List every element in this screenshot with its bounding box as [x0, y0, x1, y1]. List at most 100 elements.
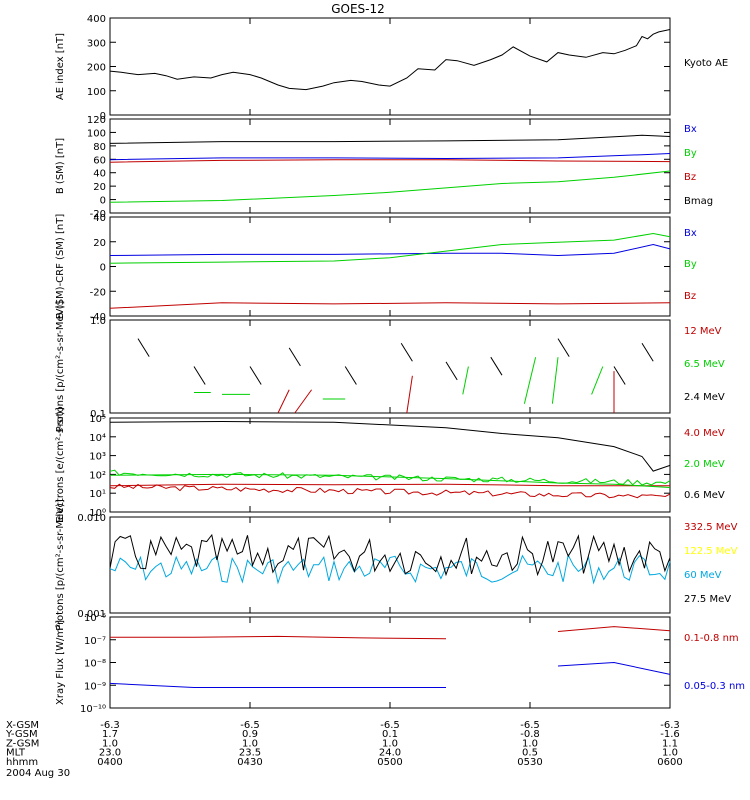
plot-frame [109, 417, 671, 513]
y-tick-label: 10⁰ [89, 508, 106, 519]
legend-4-0-mev: 4.0 MeV [684, 428, 725, 439]
electron-trace-red [109, 483, 671, 499]
y-tick-label: 10⁴ [89, 433, 106, 444]
ephemeris-value: 0.9 [242, 729, 258, 740]
y-tick-label: 300 [87, 38, 106, 49]
ephemeris-value: -1.6 [660, 729, 680, 740]
series-line-0-6-mev [109, 420, 671, 472]
ephemeris-label-x-gsm: X-GSM [6, 720, 39, 731]
proton-trace [344, 366, 357, 385]
panel-1: 0 100 200 300 400 AE index [nT] Kyoto AE [55, 14, 728, 122]
panel-3: -40 -20 0 20 40 B (SM)-CRF (SM) [nT] Bx By Bz [55, 213, 697, 323]
ephemeris-value: -0.8 [520, 729, 540, 740]
ephemeris-value: 1.0 [382, 738, 398, 749]
ephemeris-value: -6.3 [100, 720, 120, 731]
y-tick-label: 40 [93, 213, 106, 224]
ephemeris-value: 23.5 [239, 748, 261, 759]
y-tick-label: 10⁻⁹ [84, 681, 106, 692]
legend-by: By [684, 148, 697, 159]
proton-trace [490, 356, 503, 376]
series-line-4-0-mev [109, 483, 670, 487]
series-line-bx [109, 243, 671, 257]
proton-trace [294, 389, 313, 414]
legend-by: By [684, 259, 697, 270]
proton-trace [613, 366, 626, 385]
y-tick-label: 20 [93, 238, 106, 249]
series-line-0-1-0-8-nm [110, 626, 671, 640]
y-tick-label: 0.1 [90, 409, 106, 420]
legend-bx: Bx [684, 124, 697, 135]
proton-trace [249, 366, 262, 385]
y-tick-label: 400 [87, 14, 106, 25]
legend-2-0-mev: 2.0 MeV [684, 459, 725, 470]
y-tick-label: 0 [100, 196, 106, 207]
legend-27-5-mev: 27.5 MeV [684, 594, 731, 605]
ephemeris-value: -6.5 [520, 720, 540, 731]
legend-12-mev: 12 MeV [684, 326, 722, 337]
electron-trace-green [109, 469, 671, 486]
y-axis-label: B (SM)-CRF (SM) [nT] [55, 214, 66, 320]
legend-6-5-mev: 6.5 MeV [684, 359, 725, 370]
series-line-bz [109, 159, 671, 163]
y-tick-label: 40 [93, 169, 106, 180]
legend-332-5-mev: 332.5 MeV [684, 522, 738, 533]
ephemeris-value: -6.5 [380, 720, 400, 731]
y-tick-label: 20 [93, 182, 106, 193]
y-tick-label: 60 [93, 155, 106, 166]
ephemeris-label-y-gsm: Y-GSM [5, 729, 38, 740]
y-tick-label: 10⁵ [89, 414, 106, 425]
ephemeris-value: 0530 [517, 757, 542, 768]
ephemeris-value: 1.1 [662, 738, 678, 749]
y-tick-label: 10¹ [89, 489, 106, 500]
ephemeris-value: 1.0 [102, 738, 118, 749]
legend-0-1-0-8-nm: 0.1-0.8 nm [684, 633, 739, 644]
legend-bx: Bx [684, 228, 697, 239]
ephemeris-label-mlt: MLT [6, 748, 26, 759]
proton-trace [557, 338, 570, 357]
y-tick-label: -20 [90, 209, 106, 220]
y-tick-label: 120 [87, 115, 106, 126]
ephemeris-value: 0430 [237, 757, 262, 768]
y-tick-label: 0.001 [77, 609, 106, 620]
ephemeris-label-z-gsm: Z-GSM [6, 738, 39, 749]
ephemeris-label-hhmm: hhmm [6, 757, 38, 768]
y-tick-label: 10² [89, 470, 106, 481]
y-axis-label: AE index [nT] [55, 33, 66, 100]
ephemeris-value: 23.0 [99, 748, 121, 759]
proton-trace [462, 366, 469, 395]
series-line-bz [109, 302, 671, 309]
proton-trace [137, 338, 150, 357]
panel-7: 10⁻¹⁰ 10⁻⁹ 10⁻⁸ 10⁻⁷ 10⁻⁶ Xray Flux [W/m²] 0.1… [55, 613, 745, 715]
legend-bz: Bz [684, 172, 696, 183]
panel-5: 10⁰ 10¹ 10² 10³ 10⁴ 10⁵ Electrons [e/(cm²-s-sr… [55, 407, 725, 523]
y-tick-label: 10⁻⁸ [84, 659, 106, 670]
proton-trace-cyan [109, 553, 671, 585]
y-axis-label: Protons [p/(cm²-s-sr-MeV)] [55, 499, 66, 631]
y-tick-label: 10⁻⁷ [84, 636, 106, 647]
ephemeris-value: -6.5 [240, 720, 260, 731]
ephemeris-value: 1.7 [102, 729, 118, 740]
ephemeris-value: 0.1 [382, 729, 398, 740]
series-line-by [109, 170, 671, 203]
proton-trace [523, 357, 537, 404]
y-tick-label: 0 [100, 111, 106, 122]
series-line-bx [109, 153, 671, 161]
series-line-bmag [109, 134, 671, 144]
proton-trace [193, 366, 206, 385]
ephemeris-value: 1.0 [242, 738, 258, 749]
legend-bmag: Bmag [684, 196, 713, 207]
proton-trace [551, 357, 559, 404]
y-tick-label: 10³ [89, 452, 106, 463]
series-line-kyoto-ae [109, 29, 671, 91]
legend-2-4-mev: 2.4 MeV [684, 392, 725, 403]
chart-title: GOES-12 [331, 2, 385, 16]
proton-trace [445, 361, 458, 381]
proton-trace [591, 366, 604, 395]
legend-122-5-mev: 122.5 MeV [684, 546, 738, 557]
ephemeris-value: 24.0 [379, 748, 401, 759]
ephemeris-value: 0400 [97, 757, 122, 768]
panel-6: 0.001 0.010 Protons [p/(cm²-s-sr-MeV)] 332.… [55, 499, 738, 631]
y-axis-label: Electrons [e/(cm²-s-sr)] [55, 407, 66, 523]
ephemeris-value: 0.5 [522, 748, 538, 759]
plot-frame [109, 17, 671, 116]
